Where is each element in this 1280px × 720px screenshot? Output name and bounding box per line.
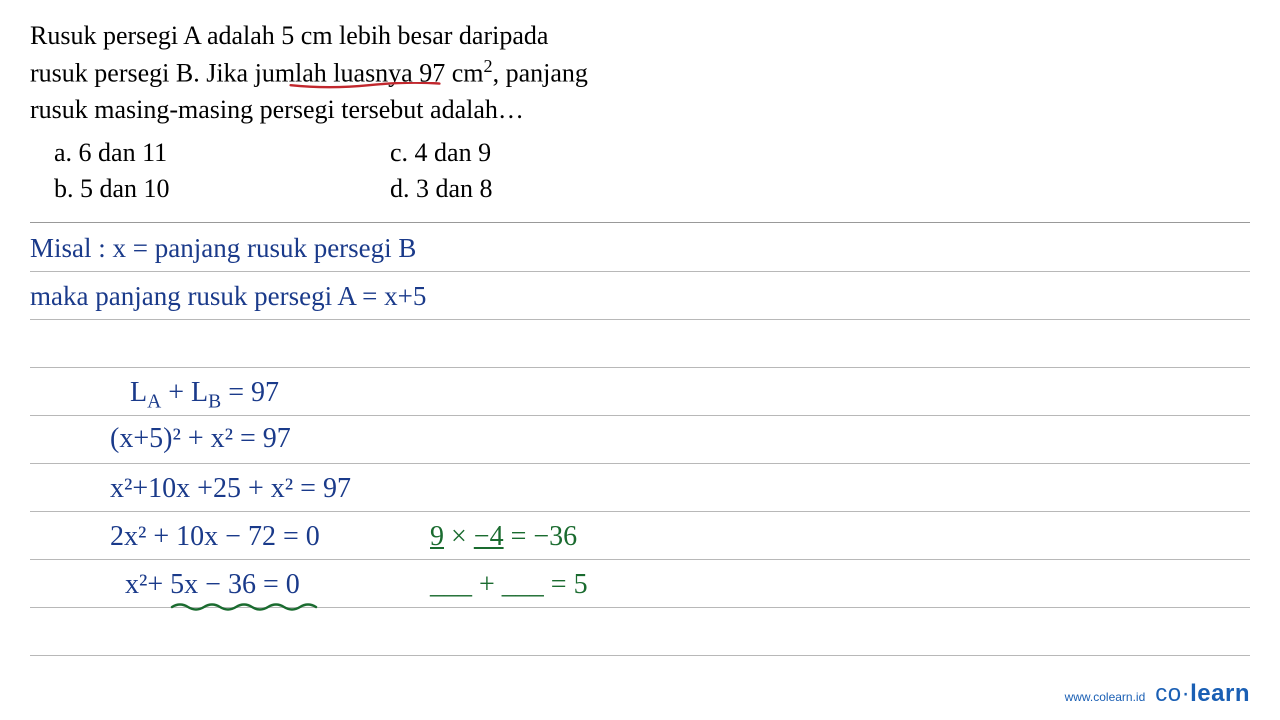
ruled-line bbox=[30, 511, 1250, 512]
hand-side1: 9 × −4 = −36 bbox=[430, 521, 577, 553]
ruled-line bbox=[30, 607, 1250, 608]
options-block: a. 6 dan 11 b. 5 dan 10 c. 4 dan 9 d. 3 … bbox=[30, 135, 1250, 208]
hand-eq2: (x+5)² + x² = 97 bbox=[110, 423, 291, 455]
question-line-2: rusuk persegi B. Jika jumlah luasnya 97 … bbox=[30, 54, 730, 92]
footer: www.colearn.id co·learn bbox=[1065, 680, 1250, 708]
hand-eq4: 2x² + 10x − 72 = 0 bbox=[110, 521, 320, 553]
hand-eq5: x²+ 5x − 36 = 0 bbox=[125, 569, 300, 601]
question-line-1: Rusuk persegi A adalah 5 cm lebih besar … bbox=[30, 18, 730, 54]
hand-eq3: x²+10x +25 + x² = 97 bbox=[110, 473, 351, 505]
hand-misal: Misal : x = panjang rusuk persegi B bbox=[30, 233, 416, 264]
option-a: a. 6 dan 11 bbox=[54, 135, 370, 171]
question-block: Rusuk persegi A adalah 5 cm lebih besar … bbox=[0, 0, 1280, 216]
question-line-3: rusuk masing-masing persegi tersebut ada… bbox=[30, 92, 730, 128]
ruled-line bbox=[30, 463, 1250, 464]
hand-eq1: LA + LB = 97 bbox=[130, 377, 279, 414]
ruled-line bbox=[30, 415, 1250, 416]
hand-side2: ___ + ___ = 5 bbox=[430, 569, 588, 601]
question-text: Rusuk persegi A adalah 5 cm lebih besar … bbox=[30, 18, 730, 129]
working-area: Misal : x = panjang rusuk persegi B maka… bbox=[0, 223, 1280, 683]
hand-maka: maka panjang rusuk persegi A = x+5 bbox=[30, 281, 426, 312]
ruled-line bbox=[30, 367, 1250, 368]
option-d: d. 3 dan 8 bbox=[390, 171, 493, 207]
options-col-right: c. 4 dan 9 d. 3 dan 8 bbox=[370, 135, 493, 208]
footer-logo: co·learn bbox=[1155, 680, 1250, 708]
ruled-line bbox=[30, 559, 1250, 560]
ruled-line bbox=[30, 655, 1250, 656]
option-b: b. 5 dan 10 bbox=[54, 171, 370, 207]
ruled-line bbox=[30, 319, 1250, 320]
ruled-line bbox=[30, 271, 1250, 272]
option-c: c. 4 dan 9 bbox=[390, 135, 493, 171]
footer-url: www.colearn.id bbox=[1065, 690, 1146, 704]
options-col-left: a. 6 dan 11 b. 5 dan 10 bbox=[30, 135, 370, 208]
